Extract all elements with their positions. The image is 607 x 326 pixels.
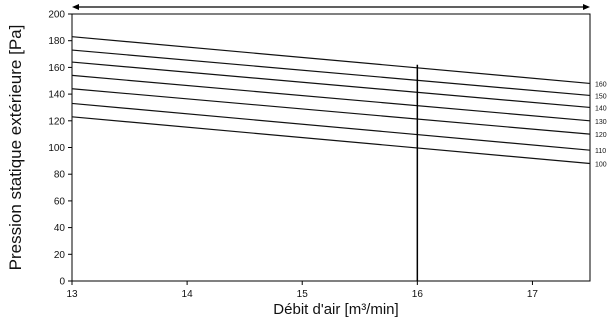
x-tick-label: 13 <box>66 289 78 300</box>
series-label-130: 130 <box>595 119 607 126</box>
x-tick-label: 16 <box>412 289 424 300</box>
series-layer: 160 150 140 130 120 110 100 <box>71 36 607 169</box>
series-label-160: 160 <box>595 81 607 88</box>
axes-layer: 0 20 40 60 80 100 120 140 160 180 200 13 14 15 16 17 Déb… <box>6 10 591 318</box>
y-tick-label: 60 <box>54 196 66 207</box>
series-label-140: 140 <box>595 105 607 112</box>
y-tick-label: 20 <box>54 250 66 261</box>
y-axis-title: Pression statique extérieure [Pa] <box>6 25 25 271</box>
annotation-layer <box>72 4 590 281</box>
y-tick-label: 100 <box>48 143 65 154</box>
range-arrow-left-head <box>72 4 79 10</box>
y-tick-label: 200 <box>48 10 65 21</box>
series-line-130 <box>71 74 591 122</box>
y-tick-label: 120 <box>48 116 65 127</box>
plot-frame <box>71 13 591 282</box>
y-tick-label: 80 <box>54 170 66 181</box>
series-label-100: 100 <box>595 162 607 169</box>
series-line-120 <box>71 88 591 135</box>
y-tick-label: 40 <box>54 223 66 234</box>
series-label-150: 150 <box>595 93 607 100</box>
series-line-160 <box>71 36 591 85</box>
series-line-150 <box>71 49 591 97</box>
series-line-140 <box>71 61 591 109</box>
y-tick-label: 160 <box>48 63 65 74</box>
x-axis-title: Débit d'air [m³/min] <box>273 301 398 318</box>
x-tick-label: 15 <box>297 289 309 300</box>
y-tick-label: 0 <box>59 277 65 288</box>
series-label-120: 120 <box>595 132 607 139</box>
x-tick-label: 17 <box>527 289 539 300</box>
y-tick-label: 180 <box>48 36 65 47</box>
y-tick-label: 140 <box>48 90 65 101</box>
series-line-100 <box>71 116 591 165</box>
range-arrow-right-head <box>583 4 590 10</box>
x-tick-label: 14 <box>182 289 194 300</box>
series-label-110: 110 <box>595 148 606 155</box>
series-line-110 <box>71 102 591 151</box>
